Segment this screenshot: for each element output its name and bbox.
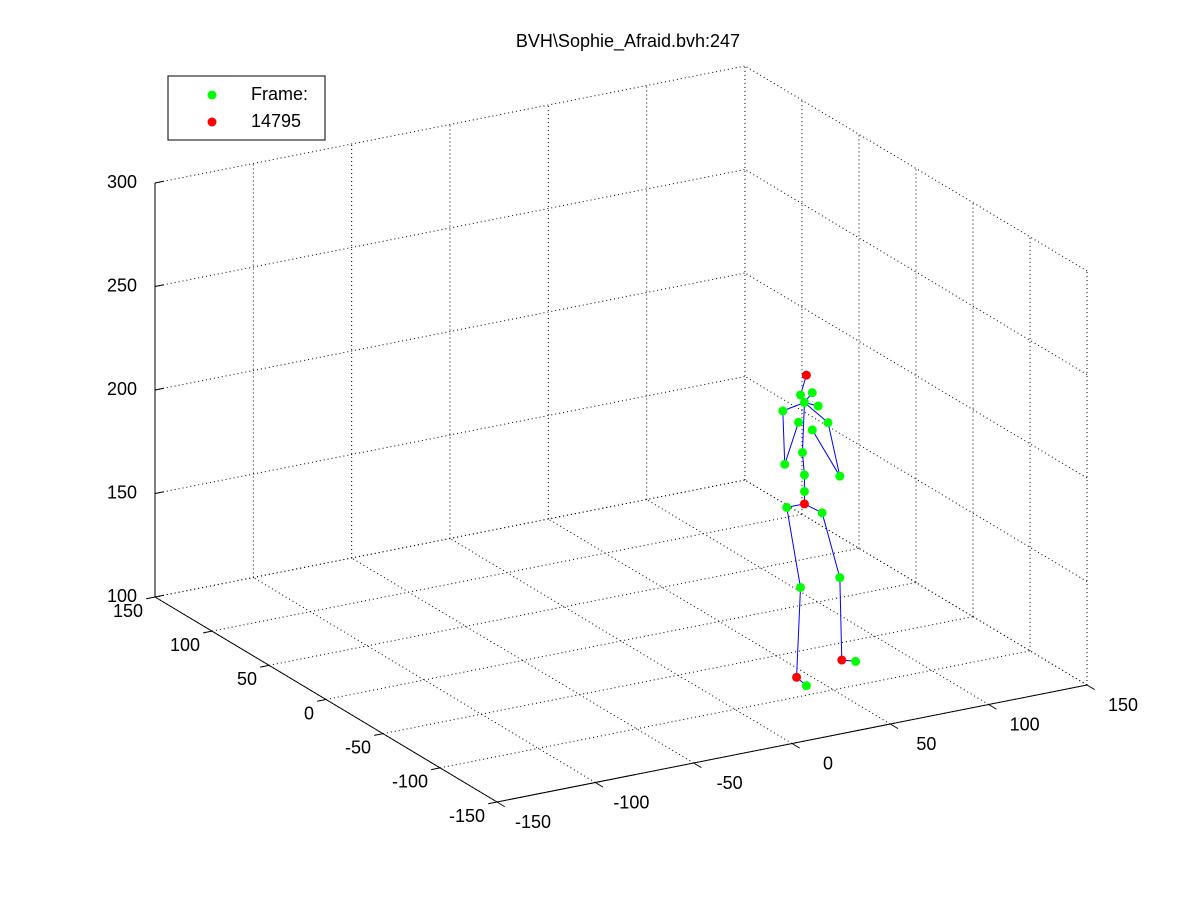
y-tick (374, 733, 384, 736)
z-tick (154, 284, 164, 287)
z-tick-label: 200 (107, 379, 137, 399)
z-tick-label: 300 (107, 172, 137, 192)
x-tick (988, 704, 997, 710)
z-tick-label: 250 (107, 275, 137, 295)
x-tick (693, 762, 702, 769)
joint-marker (801, 681, 811, 691)
x-tick-label: 150 (1108, 695, 1138, 715)
x-tick-label: 100 (1010, 714, 1040, 734)
grid-line (211, 513, 803, 632)
y-tick-label: -100 (392, 772, 428, 792)
grid-line (439, 650, 1031, 769)
bone (786, 507, 801, 588)
chart-title: BVH\Sophie_Afraid.bvh:247 (516, 31, 740, 52)
x-tick (496, 801, 505, 808)
y-tick-label: -50 (345, 737, 371, 757)
z-tick (154, 387, 164, 391)
y-tick (317, 699, 327, 702)
joint-marker (851, 656, 861, 666)
bone (827, 422, 841, 477)
bone (796, 587, 801, 678)
x-tick-label: 50 (916, 734, 936, 754)
grid-line (325, 582, 917, 700)
joint-marker (807, 388, 817, 398)
x-tick-label: -100 (613, 792, 649, 812)
joint-marker (807, 425, 817, 435)
legend-marker (207, 90, 217, 100)
joint-marker (823, 418, 833, 428)
joints (778, 370, 861, 691)
x-tick-label: -150 (515, 812, 551, 832)
y-tick (146, 596, 156, 600)
grid-line (744, 169, 1088, 375)
joint-marker (782, 502, 792, 512)
z-tick (154, 491, 164, 494)
joint-marker (799, 499, 809, 509)
bone (821, 512, 841, 578)
y-tick-label: 50 (237, 669, 257, 689)
joint-marker (796, 390, 805, 400)
joint-marker (817, 508, 827, 518)
legend-label: 14795 (251, 111, 301, 131)
x-tick-label: -50 (717, 773, 743, 793)
grid-line (154, 376, 746, 494)
x-tick (1086, 684, 1095, 691)
joint-marker (794, 417, 804, 427)
y-tick-label: 150 (113, 601, 143, 621)
grid-line (154, 479, 746, 598)
grid-line (744, 479, 1088, 686)
x-tick-label: 0 (823, 753, 833, 773)
y-tick (488, 801, 498, 805)
x-tick (791, 743, 800, 749)
z-tick (154, 594, 164, 598)
grid-line (154, 169, 746, 287)
y-tick (203, 630, 213, 634)
joint-marker (835, 573, 845, 583)
legend: Frame: 14795 (167, 75, 326, 141)
joint-marker (799, 397, 809, 407)
grid-line (154, 65, 746, 184)
legend-label: Frame: (251, 84, 308, 104)
grid-line (268, 547, 860, 666)
axes: -150-100-50050100150-150-100-50050100150… (107, 172, 1138, 832)
y-tick-label: 0 (304, 703, 314, 723)
joint-marker (796, 582, 805, 592)
bone (804, 402, 829, 424)
y-tick (260, 664, 270, 668)
bone (839, 577, 843, 661)
joint-marker (837, 655, 847, 665)
bone (784, 422, 800, 465)
grid-line (154, 272, 746, 391)
joint-marker (778, 406, 788, 416)
x-tick (595, 782, 604, 788)
z-tick (154, 180, 164, 184)
joint-marker (835, 471, 845, 481)
grid-line (744, 376, 1088, 582)
x-tick (890, 723, 899, 730)
y-tick-label: -150 (449, 806, 485, 826)
grid-line (382, 616, 974, 735)
grid-line (744, 65, 1088, 272)
y-tick-label: 100 (170, 635, 200, 655)
z-tick-label: 100 (107, 586, 137, 606)
joint-marker (797, 448, 807, 458)
joint-marker (792, 672, 802, 682)
legend-box (167, 75, 326, 141)
bone (782, 410, 786, 465)
joint-marker (799, 470, 809, 480)
z-tick-label: 150 (107, 482, 137, 502)
joint-marker (813, 401, 823, 411)
y-tick (431, 767, 441, 771)
joint-marker (801, 370, 811, 380)
joint-marker (780, 459, 790, 469)
joint-marker (799, 486, 809, 496)
bone (801, 402, 805, 453)
grid-line (646, 499, 989, 705)
legend-marker (207, 117, 217, 127)
bone (811, 429, 841, 477)
grid-line (744, 272, 1088, 479)
